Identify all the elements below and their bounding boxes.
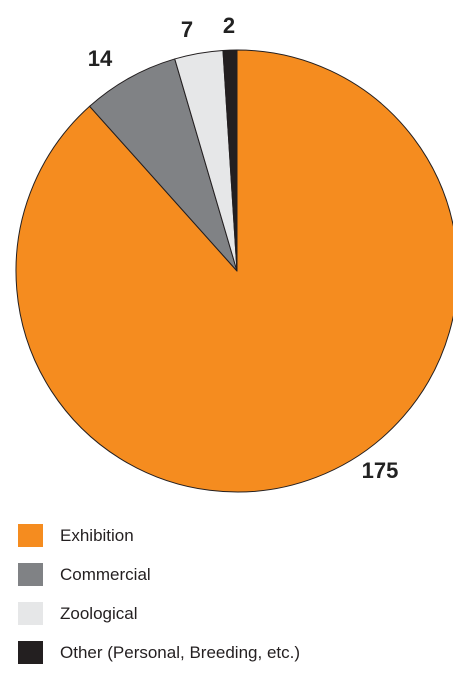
data-label-exhibition: 175: [362, 458, 399, 483]
legend-label: Other (Personal, Breeding, etc.): [60, 642, 301, 662]
legend-swatch: [18, 563, 43, 586]
pie-slices: [15, 49, 453, 493]
legend-label: Commercial: [60, 564, 151, 584]
legend-swatch: [18, 602, 43, 625]
pie-data-labels: 175 14 7 2: [88, 13, 399, 483]
legend-swatch: [18, 524, 43, 547]
legend-item-commercial: Commercial: [18, 563, 300, 586]
legend-item-other-personal-breeding-etc: Other (Personal, Breeding, etc.): [18, 641, 300, 664]
legend-item-zoological: Zoological: [18, 602, 300, 625]
chart-legend: Exhibition Commercial Zoological Other (Per…: [18, 524, 300, 680]
data-label-other-personal-breeding-etc: 2: [223, 13, 235, 38]
pie-slice-other-personal-breeding-etc: [222, 49, 238, 272]
data-label-zoological: 7: [181, 17, 193, 42]
legend-item-exhibition: Exhibition: [18, 524, 300, 547]
legend-label: Zoological: [60, 603, 138, 623]
pie-chart: 175 14 7 2: [15, 13, 453, 493]
legend-swatch: [18, 641, 43, 664]
data-label-commercial: 14: [88, 46, 113, 71]
pie-slice-exhibition: [15, 49, 453, 493]
legend-label: Exhibition: [60, 525, 134, 545]
